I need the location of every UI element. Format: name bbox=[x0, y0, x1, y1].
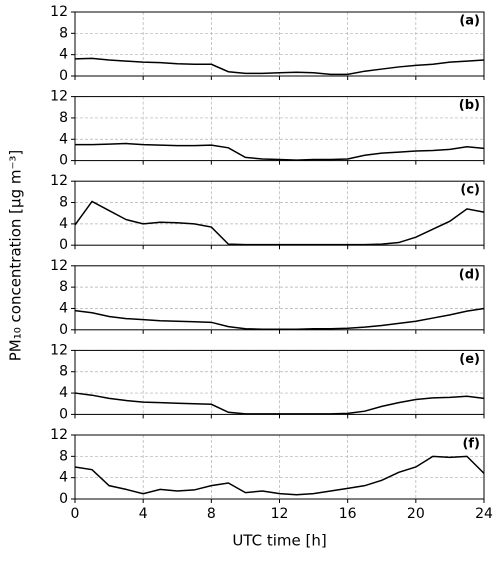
panel-label: (c) bbox=[460, 183, 480, 198]
data-line bbox=[74, 57, 485, 76]
plot-frame bbox=[74, 11, 485, 77]
y-tick-label: 4 bbox=[59, 216, 68, 232]
panel-label: (e) bbox=[459, 352, 480, 367]
x-tick-label: 0 bbox=[71, 506, 80, 522]
x-tick-label: 8 bbox=[207, 506, 216, 522]
y-tick-label: 0 bbox=[59, 237, 68, 253]
x-tick-label: 20 bbox=[407, 506, 425, 522]
y-tick-label: 8 bbox=[59, 195, 68, 211]
x-tick-label: 12 bbox=[271, 506, 289, 522]
y-tick-label: 4 bbox=[59, 131, 68, 147]
y-tick-label: 12 bbox=[50, 173, 68, 189]
panel-label: (b) bbox=[459, 98, 480, 113]
y-tick-label: 0 bbox=[59, 68, 68, 84]
y-tick-label: 4 bbox=[59, 470, 68, 486]
data-line bbox=[74, 200, 485, 246]
x-tick-label: 4 bbox=[139, 506, 148, 522]
y-tick-label: 4 bbox=[59, 385, 68, 401]
data-line bbox=[74, 392, 485, 415]
y-axis-label: PM₁₀ concentration [µg m⁻³] bbox=[7, 150, 25, 362]
y-tick-label: 8 bbox=[59, 110, 68, 126]
y-tick-label: 0 bbox=[59, 406, 68, 422]
x-tick-label: 16 bbox=[339, 506, 357, 522]
plot-frame bbox=[74, 96, 485, 162]
y-tick-label: 4 bbox=[59, 47, 68, 63]
y-tick-label: 8 bbox=[59, 25, 68, 41]
data-line bbox=[74, 307, 485, 331]
plot-frame bbox=[74, 349, 485, 415]
y-tick-label: 0 bbox=[59, 322, 68, 338]
y-tick-label: 12 bbox=[50, 258, 68, 274]
y-tick-label: 8 bbox=[59, 364, 68, 380]
x-axis-label: UTC time [h] bbox=[232, 532, 326, 550]
plot-frame bbox=[74, 180, 485, 246]
y-tick-label: 4 bbox=[59, 300, 68, 316]
y-tick-label: 8 bbox=[59, 279, 68, 295]
y-tick-label: 0 bbox=[59, 491, 68, 507]
y-tick-label: 8 bbox=[59, 448, 68, 464]
plot-frame bbox=[74, 434, 485, 500]
y-tick-label: 12 bbox=[50, 89, 68, 105]
panel-label: (f) bbox=[462, 437, 480, 452]
x-tick-label: 24 bbox=[475, 506, 493, 522]
panel-label: (d) bbox=[459, 267, 480, 282]
plot-frame bbox=[74, 265, 485, 331]
data-line bbox=[75, 142, 485, 161]
y-tick-label: 12 bbox=[50, 427, 68, 443]
y-tick-label: 12 bbox=[50, 342, 68, 358]
y-tick-label: 0 bbox=[59, 153, 68, 169]
data-line bbox=[74, 455, 485, 496]
panel-label: (a) bbox=[459, 14, 480, 29]
y-tick-label: 12 bbox=[50, 4, 68, 20]
